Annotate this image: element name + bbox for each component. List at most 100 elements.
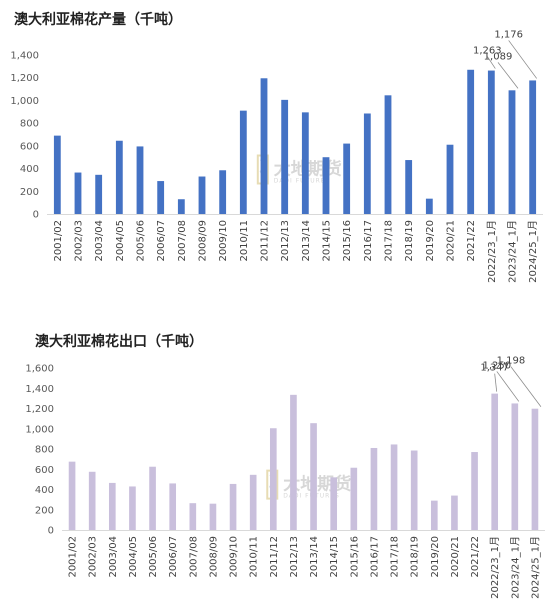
bar	[189, 503, 197, 530]
y-tick-label: 400	[35, 485, 54, 496]
bar	[390, 444, 398, 530]
bar	[363, 113, 371, 214]
bar	[384, 95, 392, 214]
x-tick-label: 2014/15	[322, 220, 333, 262]
x-tick-label: 2012/13	[280, 220, 291, 262]
bar	[169, 483, 177, 530]
bar	[343, 143, 351, 214]
x-tick-label: 2005/06	[136, 220, 147, 262]
data-label: 1,089	[484, 51, 513, 62]
production-chart-svg: 澳大利亚棉花产量（千吨） 0 200 400 600 800 1,000 1,200 1,400…	[10, 11, 543, 283]
bar	[310, 423, 317, 530]
data-label-leader	[487, 56, 496, 69]
chart-title: 澳大利亚棉花产量（千吨）	[14, 11, 182, 28]
y-tick-label: 200	[35, 505, 54, 516]
bar	[198, 176, 206, 214]
x-tick-label: 2019/20	[430, 536, 441, 578]
y-tick-label: 400	[20, 164, 39, 175]
data-label: 1,347	[480, 363, 509, 374]
x-tick-label: 2024/25_1月	[529, 536, 541, 599]
x-tick-label: 2012/13	[289, 536, 300, 578]
x-tick-label: 2013/14	[309, 536, 320, 578]
bar	[467, 69, 475, 214]
x-tick-label: 2009/10	[218, 220, 229, 262]
bar	[74, 172, 82, 214]
bar	[511, 403, 519, 530]
bar	[491, 393, 499, 530]
bar	[129, 486, 136, 530]
x-tick-label: 2019/20	[425, 220, 436, 262]
x-tick-label: 2002/03	[88, 536, 99, 578]
x-tick-label: 2020/21	[446, 220, 457, 262]
y-tick-label: 800	[20, 119, 39, 130]
x-tick-label: 2002/03	[74, 220, 85, 262]
chart-title: 澳大利亚棉花出口（千吨）	[35, 333, 203, 350]
bar	[322, 157, 330, 214]
x-tick-label: 2004/05	[115, 220, 126, 262]
x-tick-label: 2010/11	[239, 220, 250, 262]
export-chart-svg: 澳大利亚棉花出口（千吨） 0 200 400 600 800 1,000 1,200 1,400…	[25, 333, 545, 599]
x-tick-label: 2013/14	[301, 220, 312, 262]
watermark-sub: DADI FUTURES	[274, 177, 331, 184]
bar	[330, 477, 338, 530]
x-tick-label: 2021/22	[466, 220, 477, 262]
x-tick-label: 2003/04	[108, 536, 119, 578]
bar	[451, 495, 458, 530]
y-tick-label: 800	[35, 445, 54, 456]
x-tick-label: 2020/21	[450, 536, 461, 578]
x-tick-label: 2005/06	[148, 536, 159, 578]
x-tick-label: 2008/09	[208, 536, 219, 578]
x-tick-label: 2023/24_1月	[507, 220, 519, 283]
x-tick-label: 2021/22	[470, 536, 481, 578]
bar	[157, 181, 165, 214]
x-tick-label: 2003/04	[94, 220, 105, 262]
bar	[430, 500, 438, 530]
bar	[68, 461, 76, 530]
export-chart: 澳大利亚棉花出口（千吨） 0 200 400 600 800 1,000 1,200 1,400…	[0, 318, 550, 610]
bar	[508, 90, 516, 214]
bar	[471, 452, 478, 530]
x-tick-label: 2014/15	[329, 536, 340, 578]
bar	[290, 394, 297, 530]
data-label: 1,263	[473, 46, 502, 57]
y-tick-label: 1,600	[25, 364, 54, 375]
data-label-leader	[510, 366, 542, 407]
bar	[529, 80, 537, 214]
x-tick-label: 2015/16	[349, 536, 360, 578]
x-tick-label: 2001/02	[53, 220, 64, 262]
bar	[88, 471, 96, 530]
bar	[370, 447, 378, 530]
x-tick-label: 2008/09	[198, 220, 209, 262]
y-tick-label: 1,000	[10, 96, 39, 107]
bar	[301, 112, 309, 214]
data-label: 1,250	[482, 360, 511, 371]
bar	[260, 78, 268, 215]
x-tick-label: 2024/25_1月	[527, 220, 539, 283]
bar	[149, 466, 156, 530]
data-label: 1,176	[494, 29, 523, 40]
bar	[229, 483, 237, 530]
data-label-leader	[494, 373, 498, 392]
x-tick-label: 2017/18	[384, 220, 395, 262]
x-tick-label: 2022/23_1月	[489, 536, 501, 599]
y-tick-label: 1,400	[10, 51, 39, 62]
x-tick-label: 2011/12	[260, 220, 271, 262]
bar	[405, 160, 413, 214]
data-label-leader	[496, 371, 520, 402]
x-tick-label: 2009/10	[229, 536, 240, 578]
y-tick-label: 200	[20, 187, 39, 198]
bar	[249, 474, 257, 530]
data-label: 1,198	[497, 356, 526, 367]
bar	[425, 198, 433, 214]
x-tick-label: 2007/08	[188, 536, 199, 578]
x-tick-label: 2018/19	[404, 220, 415, 262]
bar	[487, 70, 495, 214]
x-tick-label: 2015/16	[342, 220, 353, 262]
x-tick-label: 2016/17	[369, 536, 380, 578]
y-tick-label: 600	[20, 141, 39, 152]
bar	[446, 144, 454, 214]
bar	[95, 174, 103, 214]
x-tick-label: 2023/24_1月	[509, 536, 521, 599]
x-tick-label: 2017/18	[390, 536, 401, 578]
bar	[281, 99, 289, 214]
